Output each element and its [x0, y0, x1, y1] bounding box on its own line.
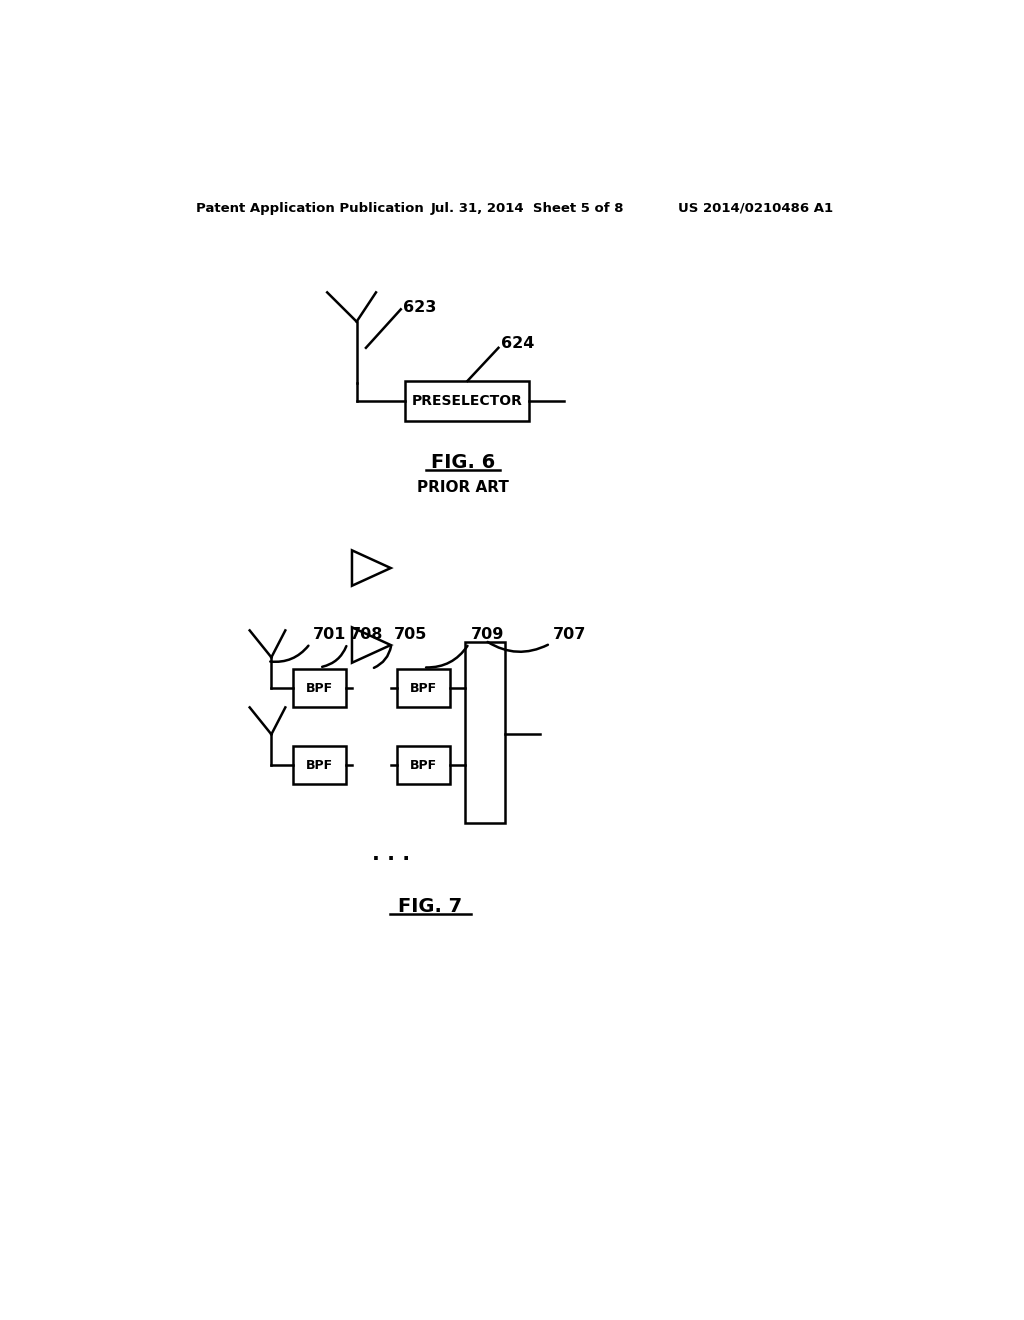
- Bar: [397, 669, 450, 708]
- Text: Jul. 31, 2014  Sheet 5 of 8: Jul. 31, 2014 Sheet 5 of 8: [430, 202, 624, 215]
- Text: 624: 624: [501, 335, 535, 351]
- Text: 708: 708: [349, 627, 383, 642]
- Text: PRIOR ART: PRIOR ART: [417, 479, 509, 495]
- Text: FIG. 6: FIG. 6: [431, 453, 495, 473]
- Text: . . .: . . .: [373, 843, 411, 863]
- Text: BPF: BPF: [410, 681, 437, 694]
- Text: Patent Application Publication: Patent Application Publication: [197, 202, 424, 215]
- Text: PRESELECTOR: PRESELECTOR: [412, 393, 523, 408]
- Text: 707: 707: [553, 627, 586, 642]
- Bar: [293, 746, 346, 784]
- Text: FIG. 7: FIG. 7: [398, 896, 462, 916]
- Text: 623: 623: [403, 300, 436, 314]
- Text: US 2014/0210486 A1: US 2014/0210486 A1: [678, 202, 834, 215]
- Bar: [397, 746, 450, 784]
- Bar: [293, 669, 346, 708]
- Text: 701: 701: [312, 627, 346, 642]
- Text: 709: 709: [471, 627, 505, 642]
- Text: 705: 705: [394, 627, 427, 642]
- Text: BPF: BPF: [410, 759, 437, 772]
- Bar: [465, 642, 506, 822]
- Text: BPF: BPF: [306, 681, 333, 694]
- Text: BPF: BPF: [306, 759, 333, 772]
- Bar: [406, 381, 529, 421]
